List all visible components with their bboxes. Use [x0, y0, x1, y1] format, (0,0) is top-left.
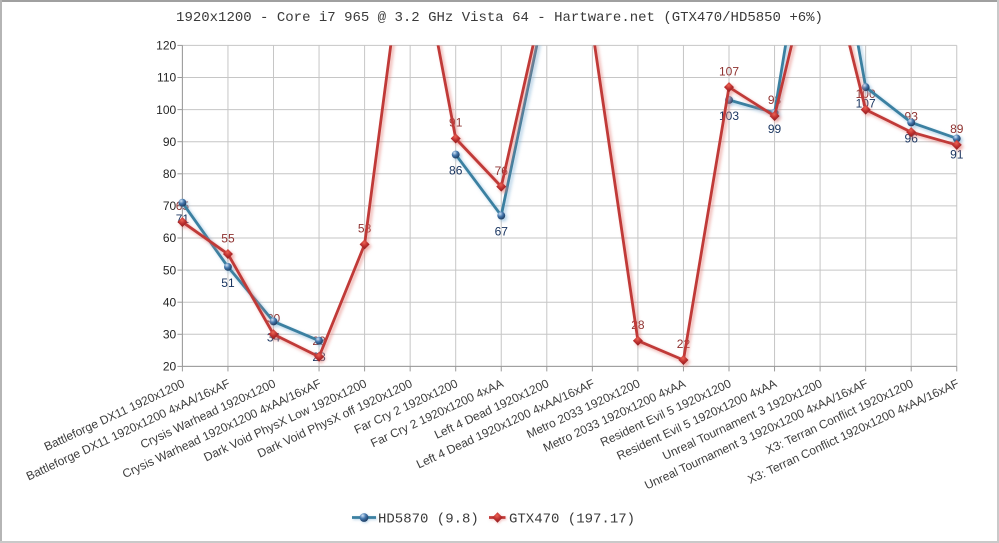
- svg-text:55: 55: [221, 231, 235, 245]
- svg-text:110: 110: [157, 71, 176, 85]
- svg-text:28: 28: [631, 318, 645, 332]
- svg-text:107: 107: [856, 96, 876, 110]
- svg-text:90: 90: [163, 135, 177, 149]
- svg-text:40: 40: [163, 295, 177, 309]
- svg-text:100: 100: [156, 103, 176, 117]
- svg-text:22: 22: [677, 337, 691, 351]
- svg-text:89: 89: [950, 122, 964, 136]
- svg-text:50: 50: [163, 263, 177, 277]
- svg-text:107: 107: [719, 64, 739, 78]
- svg-text:80: 80: [163, 167, 177, 181]
- svg-text:120: 120: [156, 39, 176, 53]
- svg-text:GTX470 (197.17): GTX470 (197.17): [509, 512, 635, 528]
- svg-text:30: 30: [163, 328, 177, 342]
- svg-text:HD5870 (9.8): HD5870 (9.8): [378, 512, 479, 528]
- svg-text:86: 86: [449, 164, 463, 178]
- svg-text:1920x1200 - Core i7 965 @ 3.2: 1920x1200 - Core i7 965 @ 3.2 GHz Vista …: [176, 10, 823, 26]
- svg-text:99: 99: [768, 122, 782, 136]
- svg-text:20: 20: [163, 360, 177, 374]
- svg-text:96: 96: [905, 132, 919, 146]
- svg-text:91: 91: [950, 148, 964, 162]
- svg-text:51: 51: [221, 276, 235, 290]
- svg-text:60: 60: [163, 231, 177, 245]
- svg-text:70: 70: [163, 199, 177, 213]
- svg-text:67: 67: [495, 225, 509, 239]
